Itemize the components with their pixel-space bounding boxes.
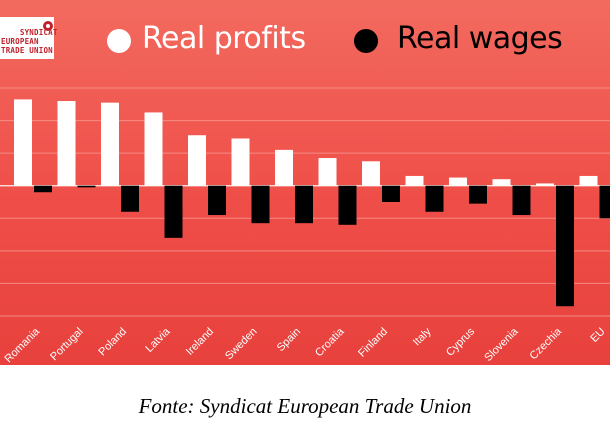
bar-real-wages-latvia <box>164 185 183 238</box>
legend-label-wages: Real wages <box>397 21 563 56</box>
x-tick-label: Sweden <box>223 326 260 363</box>
legend-marker-profits <box>107 29 131 53</box>
x-tick-label: EU <box>588 326 607 345</box>
bar-real-wages-sweden <box>251 185 270 224</box>
bar-real-profits-sweden <box>231 138 250 186</box>
bar-real-profits-eu <box>579 175 598 186</box>
bar-real-profits-spain <box>275 149 293 186</box>
bar-real-profits-latvia <box>144 112 163 186</box>
bar-real-profits-italy <box>405 175 424 186</box>
bar-real-wages-ireland <box>208 185 226 216</box>
bar-real-profits-romania <box>14 99 32 186</box>
bar-real-profits-finland <box>362 161 380 186</box>
bar-real-profits-poland <box>101 102 119 186</box>
bar-real-wages-romania <box>34 185 52 193</box>
x-tick-label: Latvia <box>143 325 173 355</box>
x-tick-label: Cyprus <box>444 325 477 358</box>
bar-real-wages-italy <box>425 185 444 212</box>
source-caption: Fonte: Syndicat European Trade Union <box>138 394 472 418</box>
bar-real-profits-slovenia <box>492 179 511 186</box>
legend-label-profits: Real profits <box>142 21 306 56</box>
x-tick-label: Spain <box>275 326 303 354</box>
x-tick-label: Ireland <box>184 326 216 358</box>
bar-real-profits-czechia <box>536 183 554 186</box>
x-tick-label: Slovenia <box>482 325 521 364</box>
bar-real-profits-croatia <box>318 158 337 186</box>
bar-real-profits-portugal <box>57 101 76 186</box>
x-tick-label: Croatia <box>313 325 347 359</box>
x-tick-label: Czechia <box>528 325 565 362</box>
bar-real-wages-finland <box>382 185 400 202</box>
bar-real-wages-poland <box>121 185 139 212</box>
bar-real-wages-slovenia <box>512 185 531 216</box>
bar-real-wages-cyprus <box>469 185 487 204</box>
logo-mark-icon <box>43 21 53 31</box>
bar-real-wages-portugal <box>77 185 96 188</box>
bar-real-wages-eu <box>599 185 610 219</box>
logo: SYNDICAT EUROPEAN TRADE UNION <box>0 17 57 59</box>
bar-real-profits-cyprus <box>449 177 467 186</box>
logo-text: SYNDICAT EUROPEAN TRADE UNION <box>1 28 58 55</box>
bar-real-profits-ireland <box>188 135 206 186</box>
x-tick-label: Poland <box>96 326 129 359</box>
bar-real-wages-czechia <box>556 185 574 307</box>
bar-chart: Romania Portugal Poland Latvia Ireland Sweden… <box>0 87 610 365</box>
x-tick-label: Italy <box>411 325 434 348</box>
x-tick-label: Portugal <box>48 326 85 363</box>
bar-real-wages-spain <box>295 185 313 224</box>
legend-marker-wages <box>354 29 378 53</box>
x-tick-label: Romania <box>3 325 43 365</box>
chart-panel: SYNDICAT EUROPEAN TRADE UNION Real profi… <box>0 0 610 365</box>
x-tick-label: Finland <box>356 326 390 360</box>
bar-real-wages-croatia <box>338 185 357 225</box>
